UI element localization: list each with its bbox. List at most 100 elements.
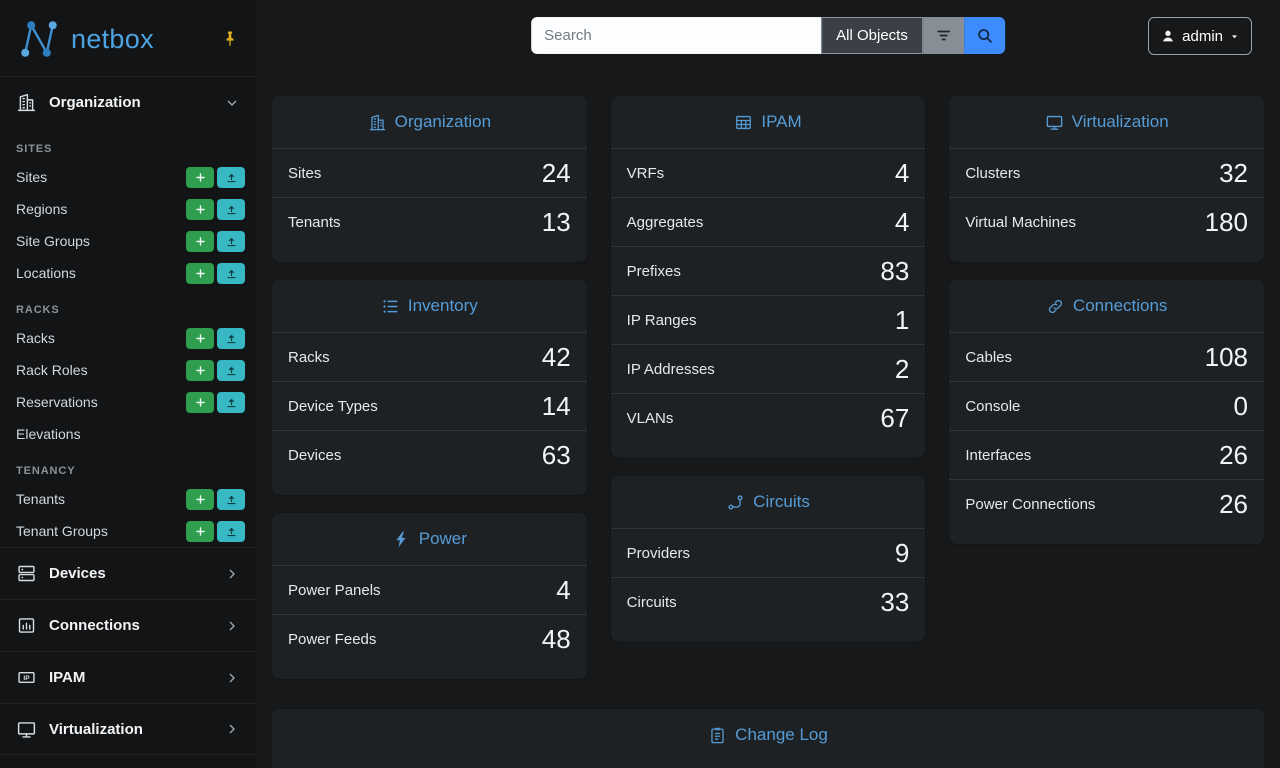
stat-value-console[interactable]: 0 (1233, 390, 1249, 421)
import-tenants-button[interactable] (217, 488, 245, 510)
filter-button[interactable] (922, 17, 964, 54)
search-button[interactable] (963, 17, 1005, 54)
stat-label-vrfs[interactable]: VRFs (626, 164, 665, 182)
stat-label-ip-ranges[interactable]: IP Ranges (626, 311, 697, 329)
add-sites-button[interactable] (186, 166, 214, 188)
sidebar-item-label[interactable]: Sites (16, 169, 48, 185)
import-tenant-groups-button[interactable] (217, 520, 245, 542)
stat-value-racks[interactable]: 42 (541, 341, 571, 372)
card-title-change-log[interactable]: Change Log (735, 725, 828, 744)
import-locations-button[interactable] (217, 262, 245, 284)
stat-value-prefixes[interactable]: 83 (880, 255, 910, 286)
user-menu-button[interactable]: admin (1148, 17, 1252, 55)
card-title-circuits[interactable]: Circuits (753, 492, 810, 511)
sidebar-item-elevations[interactable]: Elevations (0, 418, 256, 450)
stat-label-vlans[interactable]: VLANs (626, 409, 674, 427)
sidebar-item-site-groups[interactable]: Site Groups (0, 225, 256, 257)
stat-value-aggregates[interactable]: 4 (894, 206, 910, 237)
stat-value-clusters[interactable]: 32 (1219, 157, 1249, 188)
stat-label-clusters[interactable]: Clusters (965, 164, 1021, 182)
sidebar-item-label[interactable]: Tenants (16, 491, 66, 507)
card-title-power[interactable]: Power (418, 529, 467, 548)
sidebar-item-label[interactable]: Reservations (16, 394, 98, 410)
sidebar-item-reservations[interactable]: Reservations (0, 386, 256, 418)
sidebar-item-label[interactable]: Locations (16, 265, 76, 281)
stat-label-circuits[interactable]: Circuits (626, 593, 677, 611)
stat-label-ip-addresses[interactable]: IP Addresses (626, 360, 715, 378)
sidebar-item-rack-roles[interactable]: Rack Roles (0, 354, 256, 386)
stat-value-vrfs[interactable]: 4 (894, 157, 910, 188)
stat-value-power-panels[interactable]: 4 (556, 574, 571, 605)
sidebar-item-label[interactable]: Tenant Groups (16, 523, 108, 539)
stat-value-tenants[interactable]: 13 (541, 206, 571, 237)
sidebar-item-locations[interactable]: Locations (0, 257, 256, 289)
card-title-ipam[interactable]: IPAM (761, 112, 802, 131)
import-reservations-button[interactable] (217, 391, 245, 413)
add-racks-button[interactable] (186, 327, 214, 349)
stat-label-providers[interactable]: Providers (626, 544, 691, 562)
add-tenants-button[interactable] (186, 488, 214, 510)
stat-value-sites[interactable]: 24 (541, 157, 571, 188)
stat-value-devices[interactable]: 63 (541, 439, 571, 470)
add-rack-roles-button[interactable] (186, 359, 214, 381)
stat-value-ip-ranges[interactable]: 1 (894, 304, 910, 335)
import-sites-button[interactable] (217, 166, 245, 188)
sidebar-item-label[interactable]: Rack Roles (16, 362, 88, 378)
stat-value-interfaces[interactable]: 26 (1219, 439, 1249, 470)
stat-value-cables[interactable]: 108 (1204, 341, 1249, 372)
sidebar-group-connections[interactable]: Connections (0, 599, 256, 651)
add-site-groups-button[interactable] (186, 230, 214, 252)
import-rack-roles-button[interactable] (217, 359, 245, 381)
stat-label-tenants[interactable]: Tenants (288, 213, 341, 231)
sidebar-item-regions[interactable]: Regions (0, 193, 256, 225)
stat-value-power-connections[interactable]: 26 (1219, 488, 1249, 519)
stat-label-aggregates[interactable]: Aggregates (626, 213, 704, 231)
stat-value-vlans[interactable]: 67 (880, 402, 910, 433)
object-type-button[interactable]: All Objects (821, 17, 923, 54)
sidebar-group-virtualization[interactable]: Virtualization (0, 703, 256, 755)
import-site-groups-button[interactable] (217, 230, 245, 252)
stat-label-device-types[interactable]: Device Types (288, 397, 378, 415)
stat-value-ip-addresses[interactable]: 2 (894, 353, 910, 384)
stat-value-device-types[interactable]: 14 (541, 390, 571, 421)
card-title-inventory[interactable]: Inventory (407, 296, 478, 315)
stat-value-circuits[interactable]: 33 (880, 586, 910, 617)
stat-label-virtual-machines[interactable]: Virtual Machines (965, 213, 1076, 231)
import-regions-button[interactable] (217, 198, 245, 220)
import-racks-button[interactable] (217, 327, 245, 349)
sidebar-item-label[interactable]: Elevations (16, 426, 81, 442)
stat-value-power-feeds[interactable]: 48 (541, 623, 571, 654)
sidebar-item-tenant-groups[interactable]: Tenant Groups (0, 515, 256, 547)
sidebar-group-ipam[interactable]: IP IPAM (0, 651, 256, 703)
sidebar-item-racks[interactable]: Racks (0, 322, 256, 354)
stat-label-devices[interactable]: Devices (288, 446, 342, 464)
stat-label-console[interactable]: Console (965, 397, 1021, 415)
stat-label-interfaces[interactable]: Interfaces (965, 446, 1032, 464)
stat-label-racks[interactable]: Racks (288, 348, 330, 366)
add-locations-button[interactable] (186, 262, 214, 284)
stat-label-prefixes[interactable]: Prefixes (626, 262, 681, 280)
card-title-connections[interactable]: Connections (1072, 296, 1168, 315)
sidebar-group-organization[interactable]: Organization (0, 76, 256, 128)
stat-value-virtual-machines[interactable]: 180 (1204, 206, 1249, 237)
sidebar-item-tenants[interactable]: Tenants (0, 483, 256, 515)
sidebar-group-devices[interactable]: Devices (0, 547, 256, 599)
pin-sidebar-icon[interactable] (220, 29, 240, 49)
card-title-organization[interactable]: Organization (394, 112, 492, 131)
sidebar-item-label[interactable]: Racks (16, 330, 55, 346)
add-regions-button[interactable] (186, 198, 214, 220)
add-reservations-button[interactable] (186, 391, 214, 413)
stat-label-power-connections[interactable]: Power Connections (965, 495, 1096, 513)
stat-label-power-feeds[interactable]: Power Feeds (288, 630, 377, 648)
stat-label-cables[interactable]: Cables (965, 348, 1013, 366)
add-tenant-groups-button[interactable] (186, 520, 214, 542)
stat-label-power-panels[interactable]: Power Panels (288, 581, 381, 599)
sidebar-item-label[interactable]: Site Groups (16, 233, 90, 249)
stat-label-sites[interactable]: Sites (288, 164, 322, 182)
netbox-logo[interactable]: netbox (16, 17, 154, 61)
sidebar-item-label[interactable]: Regions (16, 201, 68, 217)
stat-value-providers[interactable]: 9 (894, 537, 910, 568)
card-title-virtualization[interactable]: Virtualization (1071, 112, 1169, 131)
sidebar-item-sites[interactable]: Sites (0, 161, 256, 193)
search-input[interactable] (531, 17, 822, 54)
